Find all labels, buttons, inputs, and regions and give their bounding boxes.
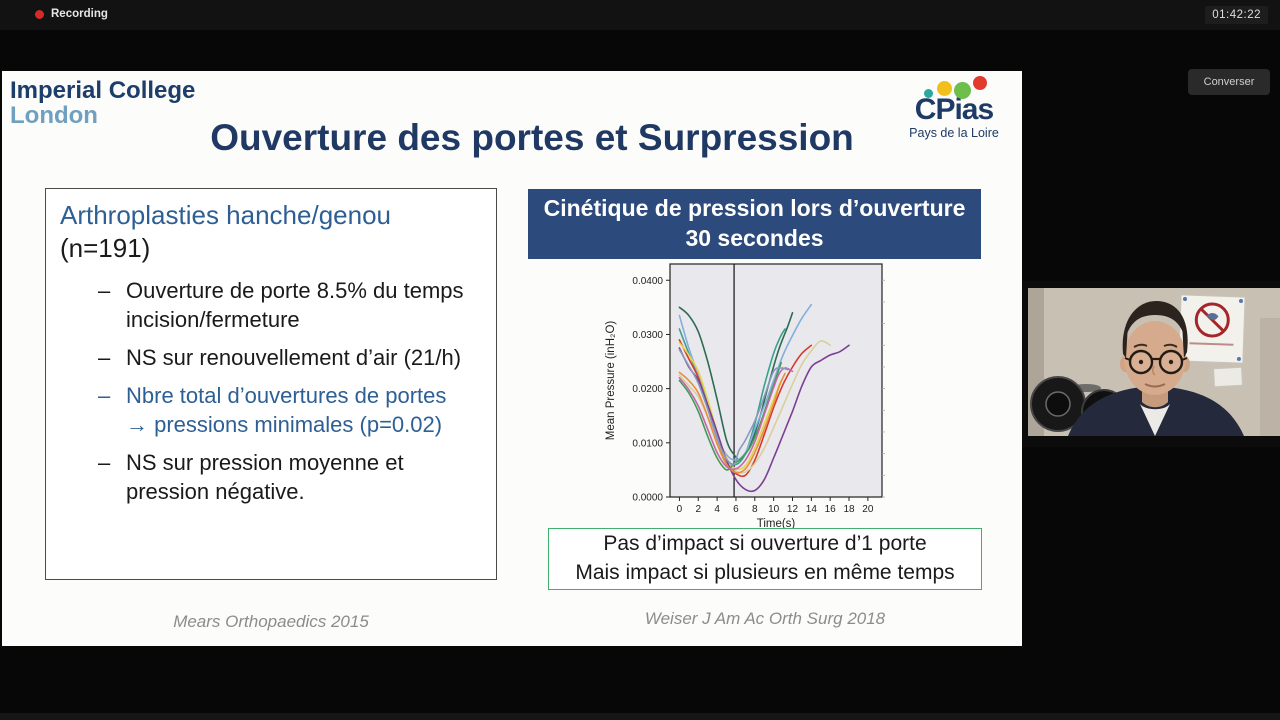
imperial-logo-line2: London <box>10 102 98 129</box>
slide-title: Ouverture des portes et Surpression <box>210 117 854 158</box>
record-dot-icon <box>35 9 44 19</box>
citation-right: Weiser J Am Ac Orth Surg 2018 <box>644 609 886 628</box>
svg-text:10: 10 <box>768 504 780 515</box>
chart-header-line2: 30 secondes <box>685 225 824 251</box>
citation-left: Mears Orthopaedics 2015 <box>173 612 369 631</box>
study-summary-box: Arthroplasties hanche/genou (n=191) – Ou… <box>45 188 497 580</box>
study-bullet-list: – Ouverture de porte 8.5% du temps incis… <box>98 276 484 506</box>
svg-text:6: 6 <box>733 504 739 515</box>
svg-text:0: 0 <box>677 504 683 515</box>
recording-indicator: Recording <box>35 8 108 20</box>
pressure-chart-svg: 0.0000 0.0100 0.0200 0.0300 0.0400 0 2 4 6 8 10 12 1… <box>605 263 885 530</box>
cpias-logo: CPias Pays de la Loire <box>894 75 1014 140</box>
bottom-strip <box>0 713 1280 720</box>
imperial-college-logo: Imperial College London <box>10 79 195 128</box>
presenter <box>1068 301 1244 436</box>
svg-text:12: 12 <box>787 504 799 515</box>
svg-text:0.0200: 0.0200 <box>632 384 663 395</box>
pressure-chart: 0.0000 0.0100 0.0200 0.0300 0.0400 0 2 4 6 8 10 12 1… <box>600 261 992 533</box>
dash-bullet-icon: – <box>98 450 111 476</box>
chat-button[interactable]: Converser <box>1188 69 1270 95</box>
svg-text:14: 14 <box>806 504 818 515</box>
shared-slide: Imperial College London CPias Pays de la… <box>2 71 1022 646</box>
study-sample-size: (n=191) <box>60 232 151 263</box>
bullet-mean-pressure: – NS sur pression moyenne et pression né… <box>98 448 484 506</box>
dash-bullet-icon: – <box>98 278 111 303</box>
svg-text:0.0400: 0.0400 <box>632 276 663 287</box>
svg-text:0.0100: 0.0100 <box>632 438 663 449</box>
svg-text:4: 4 <box>714 504 720 515</box>
dash-bullet-icon: – <box>98 383 111 409</box>
presenter-video-tile[interactable] <box>1022 281 1280 447</box>
svg-text:0.0300: 0.0300 <box>632 330 663 341</box>
cpias-logo-dots-icon <box>894 75 1014 99</box>
note-line1: Pas d’impact si ouverture d’1 porte <box>603 532 927 556</box>
svg-text:18: 18 <box>843 504 855 515</box>
study-heading: Arthroplasties hanche/genou <box>60 200 392 230</box>
svg-text:20: 20 <box>862 504 874 515</box>
cpias-logo-subtitle: Pays de la Loire <box>909 126 999 140</box>
imperial-logo-line1: Imperial College <box>10 77 196 104</box>
svg-text:8: 8 <box>752 504 758 515</box>
svg-text:2: 2 <box>695 504 701 515</box>
chart-header-line1: Cinétique de pression lors d’ouverture <box>543 195 966 222</box>
svg-text:0.0000: 0.0000 <box>632 493 663 504</box>
presenter-webcam-feed <box>1028 288 1280 436</box>
recording-label: Recording <box>51 8 108 20</box>
wall-poster <box>1178 294 1246 364</box>
svg-text:Time(s): Time(s) <box>757 518 796 530</box>
bullet-total-openings: – Nbre total d’ouvertures de portes → pr… <box>98 381 484 439</box>
note-line2: Mais impact si plusieurs en même temps <box>575 561 955 584</box>
bullet-door-opening-time: – Ouverture de porte 8.5% du temps incis… <box>98 276 484 334</box>
bullet-air-renewal: – NS sur renouvellement d’air (21/h) <box>98 343 484 372</box>
meeting-top-bar: Recording 01:42:22 <box>0 0 1280 30</box>
svg-text:Mean Pressure (inH₂O): Mean Pressure (inH₂O) <box>605 321 617 441</box>
meeting-timestamp: 01:42:22 <box>1205 6 1268 24</box>
arrow-result-line: → pressions minimales (p=0.02) <box>126 412 443 438</box>
svg-text:16: 16 <box>825 504 837 515</box>
conclusion-note-box: Pas d’impact si ouverture d’1 porte Mais… <box>548 528 982 590</box>
dash-bullet-icon: – <box>98 345 111 371</box>
chart-header-box: Cinétique de pression lors d’ouverture 3… <box>528 189 981 259</box>
cpias-logo-name: CPias <box>914 93 994 126</box>
